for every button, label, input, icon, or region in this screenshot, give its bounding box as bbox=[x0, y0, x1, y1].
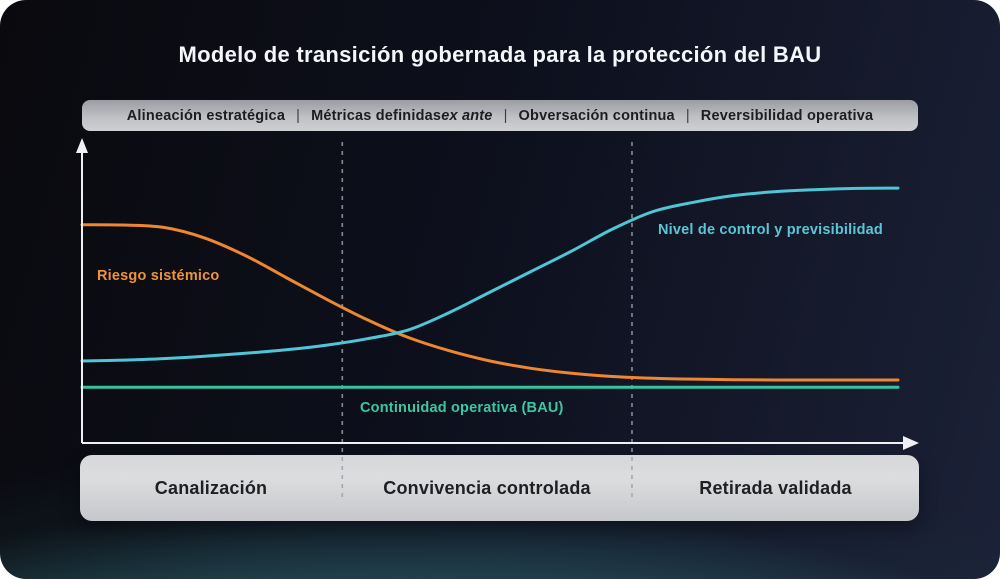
principle-observacion: Obversación continua bbox=[518, 107, 675, 124]
phase-bar: Canalización Convivencia controlada Reti… bbox=[80, 455, 919, 521]
y-axis-arrow-icon bbox=[76, 138, 88, 153]
principles-separator: | bbox=[503, 107, 508, 124]
principle-alineacion: Alineación estratégica bbox=[126, 107, 286, 124]
label-nivel-control: Nivel de control y previsibilidad bbox=[658, 222, 883, 238]
principle-metricas-exante: ex ante bbox=[441, 107, 493, 124]
principles-separator: | bbox=[296, 107, 301, 124]
x-axis-arrow-icon bbox=[903, 436, 919, 450]
curves-layer bbox=[80, 142, 900, 500]
label-riesgo-sistemico: Riesgo sistémico bbox=[97, 268, 220, 284]
phase-convivencia: Convivencia controlada bbox=[383, 477, 591, 498]
label-continuidad-bau: Continuidad operativa (BAU) bbox=[360, 400, 564, 416]
principles-separator: | bbox=[685, 107, 690, 124]
curve-riesgo-sist-mico bbox=[80, 223, 900, 382]
principle-reversibilidad: Reversibilidad operativa bbox=[700, 107, 874, 124]
phase-canalizacion: Canalización bbox=[154, 477, 268, 498]
page-title: Modelo de transición gobernada para la p… bbox=[178, 42, 822, 67]
phase-retirada: Retirada validada bbox=[699, 477, 852, 498]
principle-metricas: Métricas definidas bbox=[311, 107, 442, 124]
principles-bar: Alineación estratégica | Métricas defini… bbox=[82, 100, 918, 131]
